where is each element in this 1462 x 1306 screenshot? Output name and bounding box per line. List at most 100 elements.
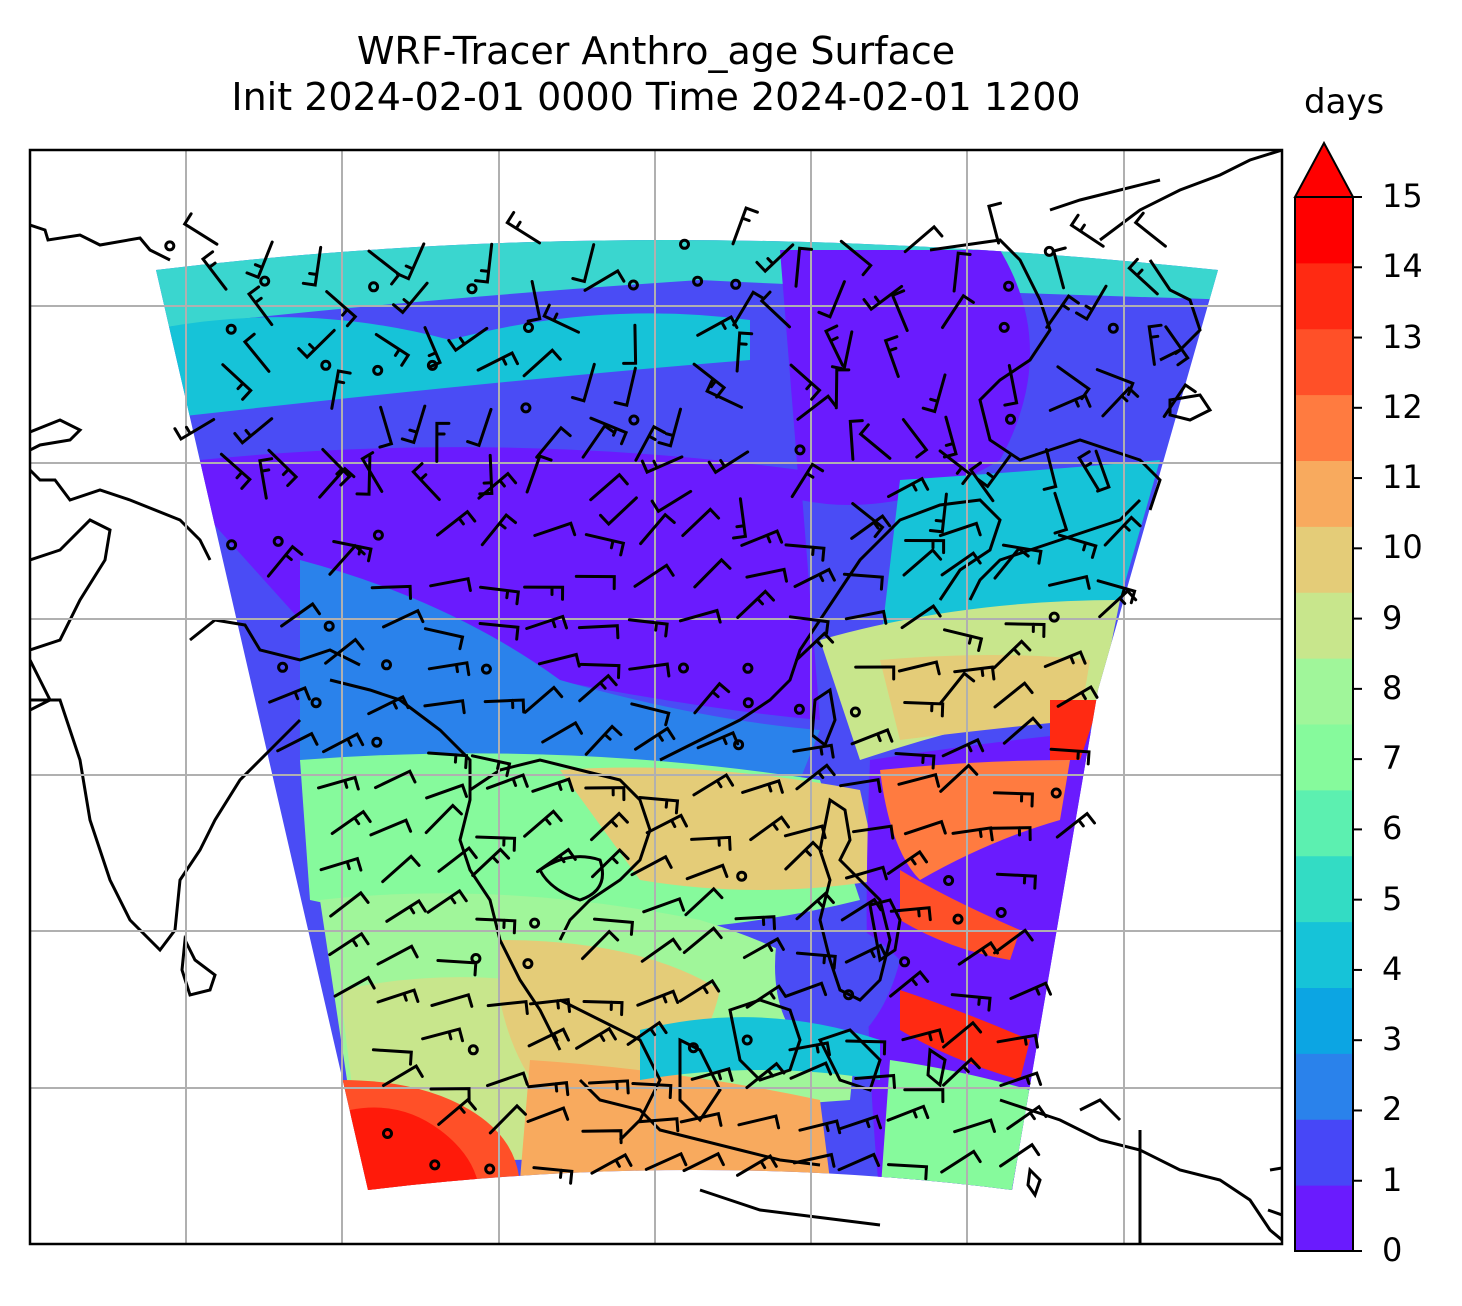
calm-wind-marker	[899, 956, 911, 968]
wind-barb	[505, 211, 541, 245]
wind-barb	[957, 940, 999, 966]
calm-wind-marker	[995, 907, 1007, 918]
wind-barb	[531, 777, 575, 793]
calm-wind-marker	[310, 697, 322, 709]
wind-barb	[939, 671, 976, 705]
wind-barb	[890, 289, 909, 332]
wind-barb	[280, 601, 321, 628]
colorbar-segment	[1295, 394, 1353, 461]
wind-barb	[627, 618, 669, 638]
wind-barb	[622, 323, 638, 365]
wind-barb	[423, 699, 466, 715]
wind-barb	[221, 363, 253, 401]
wind-barb	[242, 332, 271, 373]
calm-wind-marker	[730, 278, 742, 290]
wind-barb	[862, 284, 904, 312]
wind-barb	[939, 763, 979, 793]
calm-wind-marker	[480, 663, 492, 675]
colorbar-segment	[1295, 460, 1353, 527]
wind-barb	[755, 243, 795, 274]
wind-barb	[943, 628, 984, 652]
wind-barb	[990, 826, 1032, 842]
wind-barb	[267, 448, 299, 487]
wind-barb	[396, 242, 426, 281]
wind-barb	[1133, 211, 1167, 248]
wind-barb	[411, 462, 441, 501]
wind-barb	[690, 1067, 734, 1082]
wind-barb	[376, 944, 419, 966]
wind-barb	[690, 835, 732, 851]
wind-barb	[626, 1020, 668, 1046]
colorbar-frame	[1294, 197, 1354, 1252]
wind-barb	[794, 246, 813, 288]
wind-barb	[742, 936, 785, 959]
wind-barb	[692, 772, 735, 797]
colorbar-segment	[1295, 987, 1353, 1054]
wind-barb	[638, 796, 680, 815]
wind-barb	[886, 1104, 930, 1122]
wind-barb	[333, 975, 376, 998]
wind-barb	[1127, 257, 1159, 296]
calm-wind-marker	[470, 953, 482, 964]
wind-barb	[858, 423, 892, 460]
wind-barb	[477, 471, 518, 500]
wind-barb	[475, 917, 517, 935]
wind-barb	[952, 251, 972, 293]
calm-wind-marker	[529, 917, 541, 929]
wind-barb	[749, 815, 790, 842]
wind-barb	[541, 720, 583, 744]
wind-barb	[628, 662, 671, 678]
wind-barb	[1147, 323, 1163, 366]
wind-barb	[574, 574, 616, 591]
wind-barb	[200, 250, 228, 291]
wind-barb	[837, 1152, 881, 1172]
calm-wind-marker	[372, 364, 384, 376]
colorbar-tick-label: 8	[1382, 668, 1403, 707]
wind-barb	[789, 363, 822, 401]
wind-barb	[736, 1153, 778, 1177]
wind-barb	[447, 326, 489, 353]
colorbar-tick-label: 14	[1382, 247, 1423, 286]
colorbar-tick-label: 3	[1382, 1020, 1403, 1059]
wind-barb	[423, 326, 442, 369]
wind-barb	[584, 786, 626, 802]
colorbar-tick-label: 11	[1382, 458, 1423, 497]
wind-barb	[839, 1114, 882, 1130]
calm-wind-marker	[742, 697, 754, 709]
wind-barb	[318, 466, 356, 499]
wind-barb	[483, 698, 526, 714]
wind-barb	[903, 819, 947, 836]
wind-barb	[385, 898, 427, 923]
calm-wind-marker	[998, 321, 1010, 333]
wind-barb	[903, 224, 944, 254]
wind-barb	[584, 533, 626, 557]
wind-barb	[523, 809, 563, 838]
calm-wind-marker	[484, 1163, 496, 1175]
wind-barb	[795, 631, 835, 662]
wind-barb	[374, 333, 411, 367]
wind-barb	[1045, 294, 1080, 329]
wind-barb	[579, 662, 621, 680]
wind-barb	[1077, 450, 1101, 492]
colorbar-tick-label: 12	[1382, 387, 1423, 426]
wind-barb	[633, 563, 675, 588]
wind-barb	[904, 539, 946, 555]
colorbar-extend-arrow	[1293, 140, 1355, 198]
wind-barb	[854, 1073, 896, 1089]
wind-barb	[745, 567, 788, 583]
wind-barb	[993, 681, 1034, 709]
wind-barb	[903, 701, 945, 718]
colorbar-tick-label: 13	[1382, 317, 1423, 356]
calm-wind-marker	[627, 279, 639, 291]
wind-barb	[1048, 393, 1092, 412]
wind-barb	[471, 847, 511, 877]
wind-barb	[599, 496, 638, 527]
wind-barb	[852, 824, 895, 840]
calm-wind-marker	[226, 539, 238, 551]
calm-wind-marker	[382, 1128, 393, 1139]
wind-barb	[429, 1087, 471, 1103]
colorbar-segment	[1295, 262, 1353, 330]
wind-barb	[950, 993, 992, 1012]
wind-barb	[897, 660, 941, 676]
wind-barb	[685, 863, 729, 881]
